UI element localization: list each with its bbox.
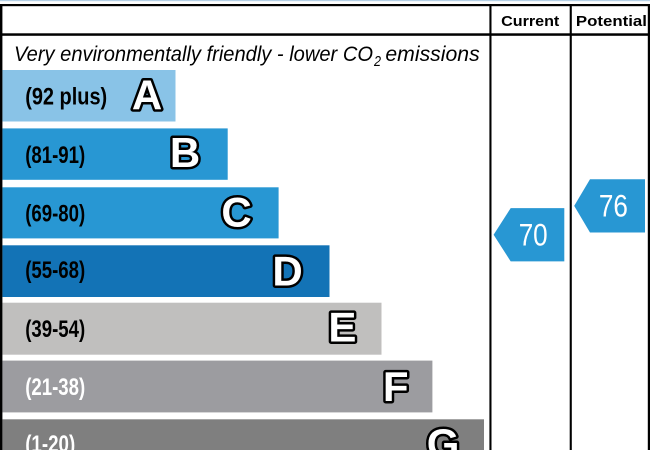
svg-text:(1-20): (1-20) xyxy=(25,431,75,450)
svg-text:(69-80): (69-80) xyxy=(25,200,85,227)
svg-text:70: 70 xyxy=(519,217,548,253)
svg-text:A: A xyxy=(132,71,162,118)
svg-text:(39-54): (39-54) xyxy=(25,316,85,343)
svg-text:(92 plus): (92 plus) xyxy=(25,84,107,111)
svg-text:G: G xyxy=(427,420,460,450)
svg-text:2: 2 xyxy=(373,53,381,70)
svg-text:Current: Current xyxy=(501,13,559,30)
svg-text:(55-68): (55-68) xyxy=(25,257,85,284)
svg-text:F: F xyxy=(383,363,409,410)
svg-text:Potential: Potential xyxy=(576,13,647,30)
svg-text:(21-38): (21-38) xyxy=(25,374,85,401)
svg-text:C: C xyxy=(221,189,251,236)
svg-text:76: 76 xyxy=(599,188,628,224)
svg-text:Very environmentally friendly: Very environmentally friendly - lower CO xyxy=(14,42,373,66)
svg-text:(81-91): (81-91) xyxy=(25,142,85,169)
svg-text:D: D xyxy=(272,247,302,294)
svg-text:emissions: emissions xyxy=(385,42,480,66)
svg-text:B: B xyxy=(170,129,200,176)
svg-text:E: E xyxy=(328,304,356,351)
